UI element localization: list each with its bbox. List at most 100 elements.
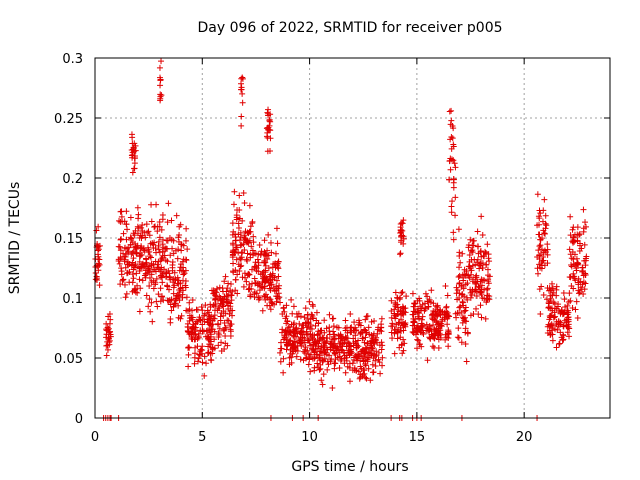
data-point: [215, 330, 222, 337]
data-point: [254, 280, 261, 287]
data-point: [103, 352, 110, 359]
data-point: [227, 281, 234, 288]
data-point: [247, 223, 254, 230]
data-point: [304, 311, 311, 318]
data-point: [176, 297, 183, 304]
data-point: [186, 299, 193, 306]
data-point: [342, 325, 349, 332]
data-point: [203, 327, 210, 334]
data-point: [542, 230, 549, 237]
data-point: [172, 247, 179, 254]
data-point: [308, 325, 315, 332]
data-point: [355, 351, 362, 358]
data-point: [119, 277, 126, 284]
data-point: [572, 262, 579, 269]
data-point: [267, 287, 274, 294]
data-point: [455, 226, 462, 233]
data-point: [123, 221, 130, 228]
y-tick-label: 0.3: [62, 52, 83, 67]
data-point: [221, 319, 228, 326]
data-point: [329, 315, 336, 322]
data-point: [350, 335, 357, 342]
data-point: [365, 365, 372, 372]
data-point: [534, 191, 541, 198]
data-point: [278, 339, 285, 346]
data-point: [227, 321, 234, 328]
data-point: [572, 277, 579, 284]
data-point: [117, 247, 124, 254]
data-point: [323, 325, 330, 332]
data-point: [311, 348, 318, 355]
data-point: [576, 232, 583, 239]
data-point: [468, 256, 475, 263]
data-point: [269, 264, 276, 271]
data-point: [398, 219, 405, 226]
data-point: [115, 256, 122, 263]
data-point: [189, 307, 196, 314]
data-point: [329, 384, 336, 391]
data-point: [136, 258, 143, 265]
data-point: [575, 290, 582, 297]
data-point: [129, 140, 136, 147]
data-point: [212, 300, 219, 307]
data-point: [241, 270, 248, 277]
data-point: [397, 250, 404, 257]
data-point: [579, 281, 586, 288]
data-point: [422, 290, 429, 297]
data-point: [138, 251, 145, 258]
data-point: [161, 252, 168, 259]
data-point: [151, 266, 158, 273]
data-point: [556, 340, 563, 347]
data-point: [414, 297, 421, 304]
data-point: [357, 329, 364, 336]
data-point: [400, 347, 407, 354]
data-point: [565, 299, 572, 306]
data-point: [434, 302, 441, 309]
data-point: [158, 293, 165, 300]
data-point: [379, 362, 386, 369]
data-point: [410, 328, 417, 335]
data-point: [131, 155, 138, 162]
data-point: [186, 306, 193, 313]
data-point: [455, 273, 462, 280]
data-point: [244, 250, 251, 257]
data-point: [178, 241, 185, 248]
data-point: [228, 292, 235, 299]
data-point: [217, 313, 224, 320]
data-point: [477, 289, 484, 296]
data-point: [105, 326, 112, 333]
data-point: [211, 315, 218, 322]
data-point: [134, 223, 141, 230]
data-point: [103, 342, 110, 349]
y-tick-label: 0.05: [54, 352, 83, 367]
data-point: [159, 241, 166, 248]
data-point: [293, 353, 300, 360]
data-point: [299, 322, 306, 329]
data-point: [144, 244, 151, 251]
data-point: [150, 285, 157, 292]
data-point: [337, 331, 344, 338]
data-point: [306, 298, 313, 305]
data-point: [230, 247, 237, 254]
data-point: [553, 344, 560, 351]
data-point: [470, 276, 477, 283]
data-point: [439, 308, 446, 315]
data-point: [287, 350, 294, 357]
data-point: [107, 316, 114, 323]
data-point: [232, 276, 239, 283]
data-point: [136, 308, 143, 315]
data-point: [453, 284, 460, 291]
data-point: [229, 220, 236, 227]
data-point: [195, 355, 202, 362]
data-point: [233, 256, 240, 263]
data-point: [205, 350, 212, 357]
data-point: [238, 250, 245, 257]
data-point: [344, 329, 351, 336]
data-point: [355, 337, 362, 344]
data-point: [563, 323, 570, 330]
data-point: [377, 327, 384, 334]
data-point: [201, 310, 208, 317]
data-point: [232, 237, 239, 244]
data-point: [224, 342, 231, 349]
data-point: [162, 257, 169, 264]
